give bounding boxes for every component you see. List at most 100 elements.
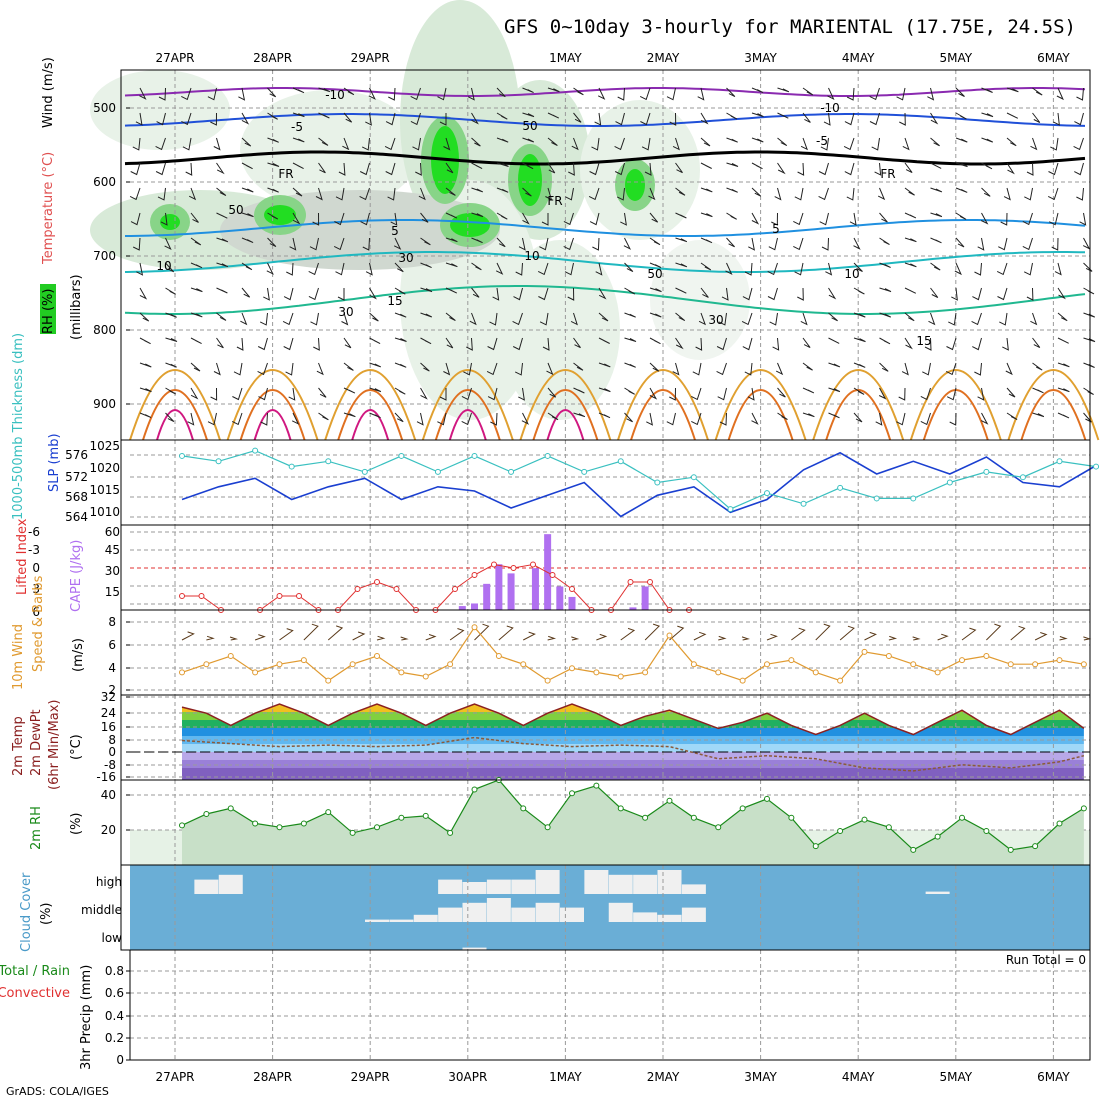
lifted-index-line-point	[296, 593, 302, 599]
wind-speed-line-point	[812, 669, 819, 676]
contour-label: -5	[291, 120, 303, 134]
thickness-line-point	[179, 452, 185, 459]
rh-line-point	[471, 786, 478, 793]
wind-barb	[463, 362, 472, 376]
wind-barb	[129, 187, 141, 201]
thickness-line-point	[727, 506, 734, 513]
wind-barb	[410, 87, 421, 101]
wind-barb	[771, 212, 778, 226]
wind-barb	[769, 312, 778, 326]
top-date-label: 1MAY	[549, 51, 582, 65]
wind-barb	[308, 287, 319, 301]
wind-barb-10m	[986, 623, 1002, 641]
wind-speed-line-point	[617, 673, 624, 680]
wind-barb	[977, 387, 985, 401]
wind-barb	[853, 412, 863, 423]
wind-barb	[445, 212, 458, 219]
wind-barb	[1057, 287, 1066, 300]
rh-shading-high	[625, 169, 645, 201]
rh-line-point	[300, 820, 307, 827]
top-date-label: 6MAY	[1037, 51, 1070, 65]
thickness-line-point	[946, 479, 953, 486]
wind-label-sub: Speed & Barbs	[31, 575, 46, 672]
wind-barb	[182, 137, 192, 151]
wind-barb	[896, 412, 906, 426]
rh-line-point	[1007, 846, 1014, 853]
wind-barb	[461, 412, 472, 426]
wind-barb	[871, 137, 880, 151]
wind-barb	[649, 362, 660, 372]
bottom-date-label: 27APR	[155, 1070, 194, 1084]
wind-barb	[717, 387, 727, 401]
wind-barb	[879, 287, 892, 293]
wind-barb	[335, 187, 345, 201]
wind-barb	[369, 387, 382, 393]
wind-barb	[598, 312, 609, 322]
wind-barb	[136, 262, 144, 276]
wind-speed-line-point	[983, 653, 990, 659]
y-tick-label: 16	[101, 720, 116, 734]
wind-barb	[1006, 162, 1015, 175]
wind-barb	[955, 112, 967, 120]
wind-barb	[573, 112, 582, 123]
top-date-label: 27APR	[155, 51, 194, 65]
wind-barb	[955, 212, 967, 220]
wind-barb	[1083, 287, 1095, 295]
rh-line-point	[690, 814, 697, 821]
rh-line-point	[837, 828, 844, 834]
wind-barb-10m	[303, 623, 319, 641]
wind-barb	[877, 187, 886, 201]
wind-barb	[777, 387, 786, 398]
temp-contour-25	[630, 389, 696, 441]
rh-label-unit: (%)	[69, 813, 84, 836]
wind-barb-10m	[571, 636, 580, 641]
wind-barb	[879, 312, 892, 318]
wind-barb	[948, 312, 957, 326]
wind-barb	[1006, 112, 1019, 119]
cape-bar	[629, 607, 637, 610]
wind-barb	[898, 387, 906, 401]
contour-label: 10	[524, 249, 539, 263]
wind-barb	[624, 337, 637, 342]
wind-barb	[904, 187, 915, 196]
y-tick-label: 0	[116, 1053, 124, 1067]
wind-barb-10m	[1059, 636, 1068, 641]
rh-line-point	[715, 824, 722, 831]
wind-barb	[514, 362, 523, 376]
rh-line-point	[1080, 805, 1087, 812]
cloud-label-unit: (%)	[39, 903, 54, 926]
wind-barb	[853, 262, 863, 272]
wind-barb	[130, 212, 141, 226]
wind-barb	[853, 362, 866, 368]
contour-label: 30	[708, 313, 723, 327]
cloud-high-bar	[633, 874, 658, 894]
rh-line-point	[252, 820, 259, 827]
wind-barb	[390, 212, 398, 226]
wind-barb	[666, 87, 676, 101]
wind-barb	[793, 212, 804, 226]
cloud-label: Cloud Cover	[19, 872, 34, 952]
wind-barb	[518, 387, 525, 401]
bottom-date-label: 29APR	[351, 1070, 390, 1084]
thickness-line-point	[1093, 463, 1100, 470]
rh-panel: 40 20 2m RH (%)	[29, 777, 1091, 866]
slp-line	[181, 451, 1097, 518]
rh-line-point	[788, 814, 795, 821]
wind-barb	[547, 87, 560, 93]
thickness-tick: 564	[65, 510, 88, 524]
freezing-level-contour	[124, 150, 1086, 166]
rh-line-point	[325, 809, 332, 816]
slp-label: SLP (mb)	[47, 433, 62, 492]
wind-frame	[120, 609, 1091, 696]
rh-line-point	[593, 782, 600, 789]
wind-barb	[1048, 212, 1059, 226]
wind-barb	[487, 387, 498, 401]
temp-band	[182, 704, 1084, 712]
wind-barb	[216, 237, 229, 243]
wind-barb	[615, 112, 625, 126]
wind-barb	[573, 412, 586, 418]
thickness-line-point	[837, 484, 844, 491]
wind-speed-line-point	[959, 657, 965, 664]
rh-line-point	[569, 790, 575, 797]
rh-line-point	[374, 824, 380, 831]
